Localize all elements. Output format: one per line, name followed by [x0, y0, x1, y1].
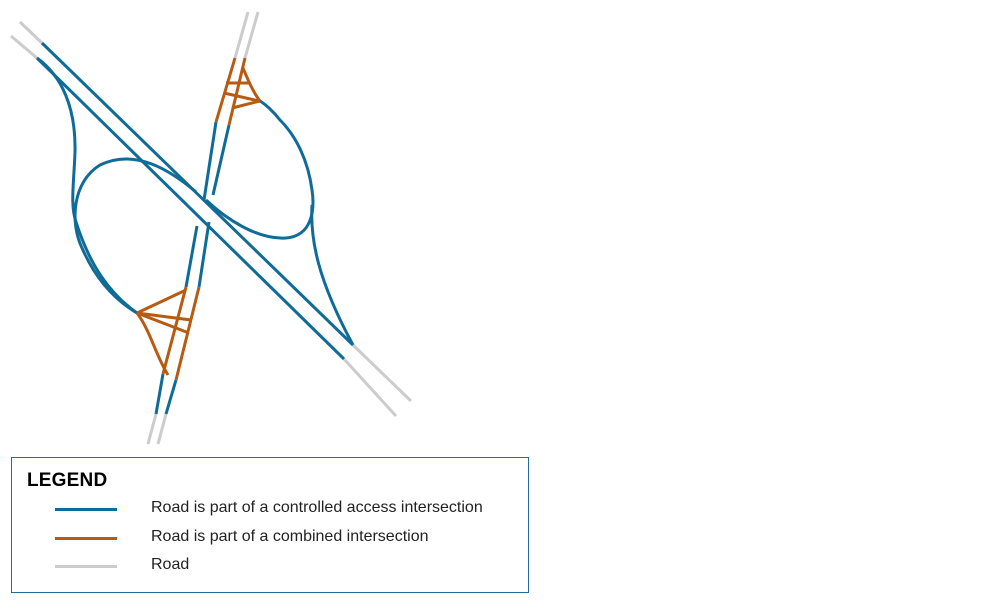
loop-ramp-west: [73, 157, 197, 315]
upper-ramp-diverge: [241, 67, 262, 102]
legend-item-combined: Road is part of a combined intersection: [12, 526, 528, 550]
crossroad-lower-east: [197, 221, 211, 288]
lower-ramp-link-a: [136, 288, 187, 315]
highway-se-extension-a: [351, 343, 413, 403]
legend-item-controlled-access: Road is part of a controlled access inte…: [12, 497, 528, 521]
upper-crossroad-west: [214, 57, 237, 123]
highway-nw-extension-b: [10, 34, 38, 60]
legend-label-controlled-access: Road is part of a controlled access inte…: [151, 499, 483, 516]
upper-ramp-link-b: [223, 91, 260, 103]
lower-crossroad-west: [161, 286, 188, 375]
legend-swatch-road: [55, 565, 117, 568]
lower-ramp-curve: [135, 312, 170, 376]
legend-label-road: Road: [151, 556, 190, 573]
highway-se-extension-b: [342, 357, 398, 418]
highway-nw-extension-a: [18, 20, 44, 45]
legend-swatch-controlled-access: [55, 508, 117, 511]
crossroad-south-east: [164, 379, 178, 415]
highway-mainline-north: [40, 41, 355, 347]
crossroad-upper-east: [211, 124, 231, 196]
crossroad-south-extension-b: [156, 413, 168, 445]
road-segments: [10, 11, 413, 445]
lower-ramp-link-b: [136, 311, 192, 322]
crossroad-upper-west: [202, 121, 218, 201]
loop-ramp-east: [204, 99, 315, 240]
crossroad-north-extension-b: [243, 11, 260, 59]
combined-intersection-roads: [135, 57, 262, 381]
legend-label-combined: Road is part of a combined intersection: [151, 528, 429, 545]
legend-title: LEGEND: [27, 470, 108, 491]
legend-item-road: Road: [12, 554, 528, 578]
crossroad-lower-west: [184, 225, 199, 288]
lower-ramp-link-c: [136, 311, 190, 335]
highway-mainline-south: [35, 56, 346, 361]
legend-swatch-combined: [55, 537, 117, 540]
crossroad-south-west: [154, 373, 165, 415]
controlled-access-roads: [35, 41, 355, 415]
ramp-outer-west: [36, 56, 138, 315]
upper-ramp-link-c: [231, 99, 261, 110]
crossroad-north-extension-a: [233, 11, 250, 59]
legend-box: LEGEND Road is part of a controlled acce…: [11, 457, 529, 593]
crossroad-south-extension-a: [146, 413, 158, 445]
ramp-outer-east: [310, 204, 355, 346]
